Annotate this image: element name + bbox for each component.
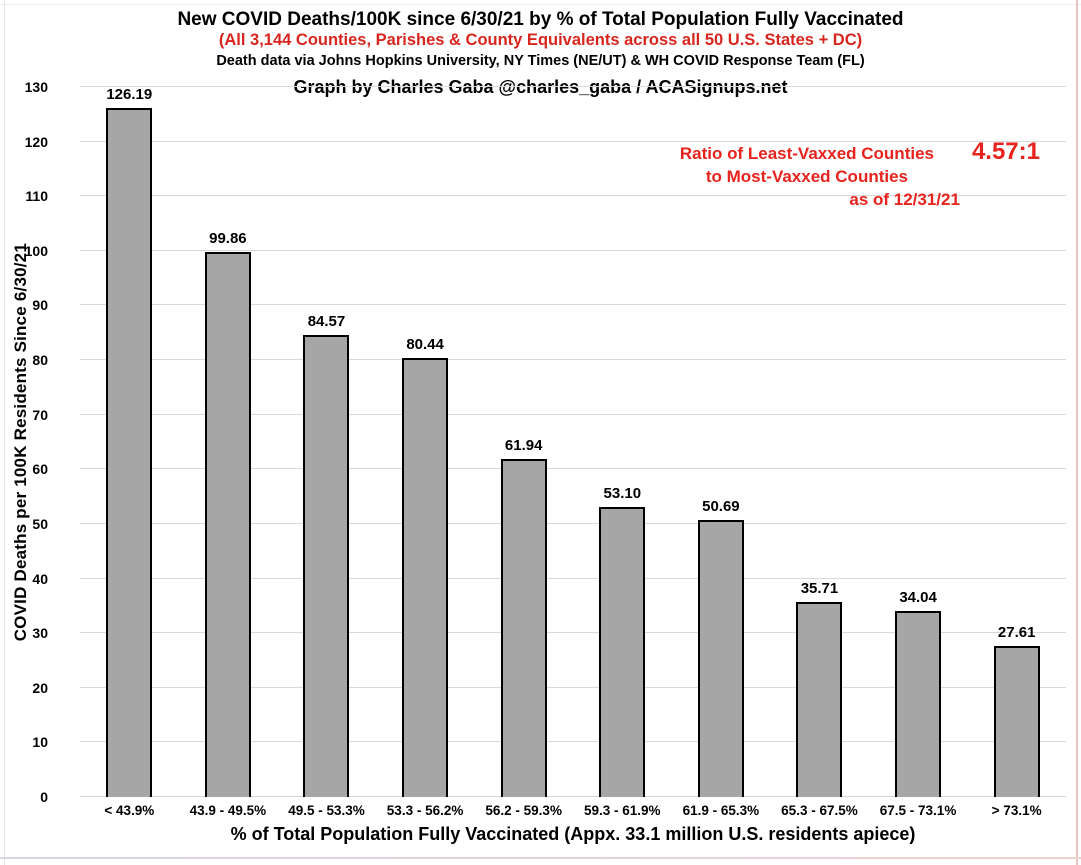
grid-line: [80, 195, 1066, 197]
bar-value-label: 126.19: [106, 85, 153, 103]
bar: [993, 646, 1040, 797]
bar: [697, 520, 744, 797]
grid-line: [80, 140, 1066, 142]
ratio-annotation: Ratio of Least-Vaxxed Counties to Most-V…: [654, 138, 1040, 211]
bar-value-label: 80.44: [406, 335, 444, 353]
x-tick-label: 53.3 - 56.2%: [386, 803, 464, 818]
y-tick-label: 130: [24, 79, 48, 95]
ratio-annotation-text: Ratio of Least-Vaxxed Counties to Most-V…: [654, 142, 960, 211]
chart-credit-line: Graph by Charles Gaba @charles_gaba / AC…: [293, 77, 788, 97]
bar-slot: 126.19: [80, 86, 179, 797]
ratio-annotation-line3: as of 12/31/21: [849, 190, 960, 209]
x-tick-label: 56.2 - 59.3%: [485, 803, 562, 818]
y-tick-label: 0: [40, 789, 48, 805]
ratio-annotation-line2: to Most-Vaxxed Counties: [705, 167, 908, 186]
bar-slot: 50.69: [672, 87, 771, 797]
bar-value-label: 50.69: [702, 498, 740, 516]
frame-line-top: [0, 4, 1081, 5]
chart-source-line: Death data via Johns Hopkins University,…: [216, 53, 865, 69]
bar-slot: 34.04: [869, 87, 968, 797]
grid-line: [80, 686, 1066, 688]
x-axis-title: % of Total Population Fully Vaccinated (…: [230, 824, 916, 844]
bar-value-label: 84.57: [307, 313, 346, 331]
bar-slot: 80.44: [376, 87, 475, 797]
bar-value-label: 35.71: [800, 579, 839, 597]
bar: [599, 507, 646, 797]
chart-subtitle: (All 3,144 Counties, Parishes & County E…: [218, 31, 863, 49]
grid-line: [80, 741, 1066, 743]
bar: [402, 357, 449, 797]
chart-title: New COVID Deaths/100K since 6/30/21 by %…: [177, 9, 904, 30]
y-tick-label: 40: [32, 570, 48, 587]
bar-slot: 27.61: [967, 87, 1066, 797]
x-tick-label: 59.3 - 61.9%: [583, 803, 661, 818]
y-tick-label: 60: [32, 461, 48, 478]
bar-slot: 99.86: [179, 87, 278, 797]
y-tick-label: 10: [32, 734, 48, 751]
bar: [796, 601, 843, 797]
bar-slot: 61.94: [474, 87, 573, 797]
y-tick-label: 90: [32, 297, 48, 314]
bar-value-label: 53.10: [603, 485, 642, 502]
y-tick-label: 120: [24, 133, 48, 150]
bar: [106, 107, 153, 797]
grid-line: [80, 86, 1066, 87]
y-axis-ticks: 0 10 20 30 40 50 60 70 80 90 100 110 120 130: [0, 79, 58, 805]
bar-slot: 84.57: [277, 87, 376, 797]
y-tick-label: 110: [25, 188, 48, 205]
grid-line: [80, 522, 1066, 524]
bar-value-label: 27.61: [997, 624, 1036, 642]
ratio-value: 4.57:1: [971, 138, 1040, 165]
y-tick-label: 20: [32, 679, 48, 696]
x-tick-label: 43.9 - 49.5%: [189, 803, 267, 818]
bar-value-label: 99.86: [209, 229, 247, 247]
grid-line: [80, 249, 1066, 251]
x-tick-label: 49.5 - 53.3%: [288, 803, 365, 818]
bar-slot: 35.71: [770, 87, 869, 797]
bar: [303, 335, 350, 797]
grid-line: [80, 413, 1066, 415]
x-axis-ticks: < 43.9% 43.9 - 49.5% 49.5 - 53.3% 53.3 - 56…: [80, 803, 1066, 821]
grid-line: [80, 632, 1066, 634]
x-tick-label: 61.9 - 65.3%: [682, 803, 760, 818]
grid-line: [80, 468, 1066, 470]
y-tick-label: 70: [32, 406, 48, 423]
frame-line-left: [4, 0, 5, 865]
x-tick-label: < 43.9%: [104, 803, 155, 818]
ratio-annotation-line1: Ratio of Least-Vaxxed Counties: [679, 144, 934, 163]
x-tick-label: 67.5 - 73.1%: [879, 803, 957, 818]
bar: [500, 458, 547, 797]
x-tick-label: > 73.1%: [991, 803, 1042, 818]
y-tick-label: 50: [32, 515, 48, 532]
grid-line: [80, 796, 1066, 797]
frame-line-bottom: [0, 857, 1081, 859]
y-tick-label: 30: [32, 625, 48, 642]
grid-line: [80, 359, 1066, 361]
bar-value-label: 61.94: [504, 436, 543, 454]
plot-area: 126.19 99.86 84.57 80.44 61.94 53.10 50.69 35.7…: [80, 86, 1066, 797]
y-tick-label: 80: [32, 352, 48, 369]
grid-line: [80, 304, 1066, 306]
x-tick-label: 65.3 - 67.5%: [781, 803, 858, 818]
bar-slot: 53.10: [573, 87, 672, 797]
bar: [895, 611, 942, 797]
bar-value-label: 34.04: [899, 589, 937, 607]
bar: [204, 251, 251, 797]
grid-line: [80, 577, 1066, 579]
y-tick-label: 100: [24, 242, 48, 259]
frame-line-right: [1076, 0, 1078, 865]
